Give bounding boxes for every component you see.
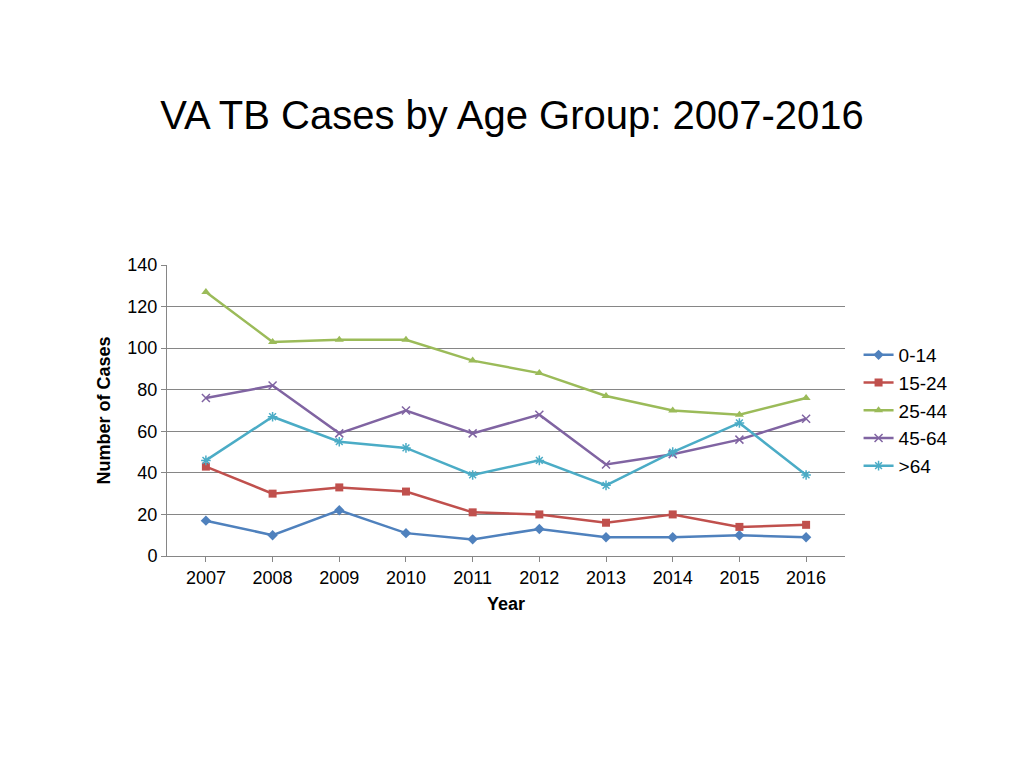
svg-text:2009: 2009 [319, 568, 359, 588]
svg-text:Year: Year [487, 594, 525, 614]
svg-text:2010: 2010 [386, 568, 426, 588]
svg-text:140: 140 [127, 255, 157, 275]
svg-text:120: 120 [127, 297, 157, 317]
svg-text:VA TB Cases by Age Group: 2007: VA TB Cases by Age Group: 2007-2016 [160, 93, 863, 137]
svg-text:2015: 2015 [719, 568, 759, 588]
svg-text:2011: 2011 [453, 568, 492, 588]
svg-text:40: 40 [137, 463, 157, 483]
svg-text:0: 0 [147, 546, 157, 566]
svg-text:2016: 2016 [786, 568, 826, 588]
svg-text:20: 20 [137, 505, 157, 525]
svg-text:80: 80 [137, 380, 157, 400]
svg-text:2008: 2008 [253, 568, 293, 588]
svg-text:2013: 2013 [586, 568, 626, 588]
svg-text:>64: >64 [899, 456, 932, 477]
svg-text:2012: 2012 [519, 568, 559, 588]
svg-text:45-64: 45-64 [899, 428, 948, 449]
svg-text:Number of Cases: Number of Cases [94, 336, 114, 484]
svg-text:15-24: 15-24 [899, 373, 948, 394]
svg-text:60: 60 [137, 422, 157, 442]
svg-text:0-14: 0-14 [899, 345, 937, 366]
svg-text:100: 100 [127, 338, 157, 358]
svg-text:2014: 2014 [653, 568, 693, 588]
svg-text:2007: 2007 [186, 568, 226, 588]
svg-text:25-44: 25-44 [899, 401, 948, 422]
